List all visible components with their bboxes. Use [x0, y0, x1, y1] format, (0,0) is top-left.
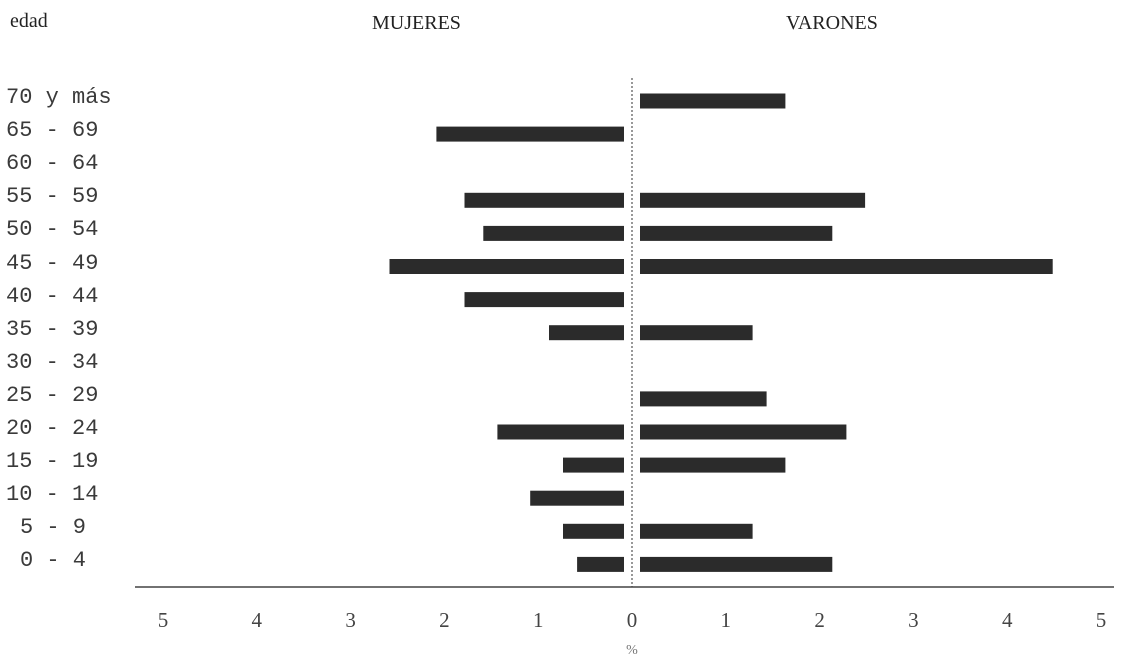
age-group-label: 70 y más — [6, 85, 112, 110]
age-group-label: 25 - 29 — [6, 382, 99, 408]
y-axis-title: edad — [10, 10, 48, 32]
age-group-label: 5 - 9 — [20, 515, 87, 541]
bar-mujeres — [436, 126, 624, 142]
bar-varones — [640, 93, 786, 109]
age-group-label: 65 - 69 — [6, 118, 99, 144]
bar-mujeres — [549, 325, 624, 341]
x-tick-label-left: 3 — [345, 608, 356, 632]
x-tick-label-right: 4 — [1002, 608, 1013, 632]
age-group-label: 15 - 19 — [6, 449, 99, 475]
x-tick-label-right: 2 — [814, 608, 825, 632]
bar-varones — [640, 259, 1053, 274]
bar-varones — [640, 556, 833, 572]
bar-mujeres — [577, 556, 624, 572]
bar-varones — [640, 325, 753, 341]
series-label-mujeres: MUJERES — [372, 12, 461, 34]
bar-varones — [640, 192, 866, 208]
age-group-label: 45 - 49 — [6, 250, 99, 276]
bar-varones — [640, 523, 753, 539]
age-group-label: 60 - 64 — [6, 151, 99, 177]
age-group-label: 40 - 44 — [6, 283, 99, 309]
age-group-label: 20 - 24 — [6, 416, 99, 441]
bar-mujeres — [563, 457, 624, 473]
age-group-label: 35 - 39 — [6, 316, 99, 342]
bar-varones — [640, 225, 833, 241]
x-tick-label-left: 5 — [158, 608, 169, 632]
bar-mujeres — [464, 192, 624, 208]
x-tick-label-right: 5 — [1096, 608, 1107, 632]
bar-mujeres — [497, 424, 624, 440]
bar-mujeres — [464, 292, 624, 308]
age-group-label: 0 - 4 — [20, 548, 87, 574]
bar-mujeres — [483, 225, 624, 241]
x-tick-label-right: 0 — [627, 608, 638, 632]
x-axis-unit-label: % — [626, 643, 638, 658]
x-tick-label-left: 1 — [533, 608, 544, 632]
age-group-label: 55 - 59 — [6, 184, 99, 210]
bar-varones — [640, 424, 847, 440]
bar-varones — [640, 391, 767, 407]
age-group-label: 50 - 54 — [6, 217, 99, 243]
bar-mujeres — [563, 523, 624, 539]
x-tick-label-right: 1 — [721, 608, 732, 632]
series-label-varones: VARONES — [786, 12, 878, 34]
bar-mujeres — [530, 490, 624, 506]
x-tick-label-left: 2 — [439, 608, 450, 632]
x-tick-label-right: 3 — [908, 608, 919, 632]
age-group-label: 10 - 14 — [6, 482, 99, 508]
bar-varones — [640, 457, 786, 473]
bar-mujeres — [389, 259, 624, 274]
age-group-label: 30 - 34 — [6, 349, 99, 375]
x-tick-label-left: 4 — [252, 608, 263, 632]
